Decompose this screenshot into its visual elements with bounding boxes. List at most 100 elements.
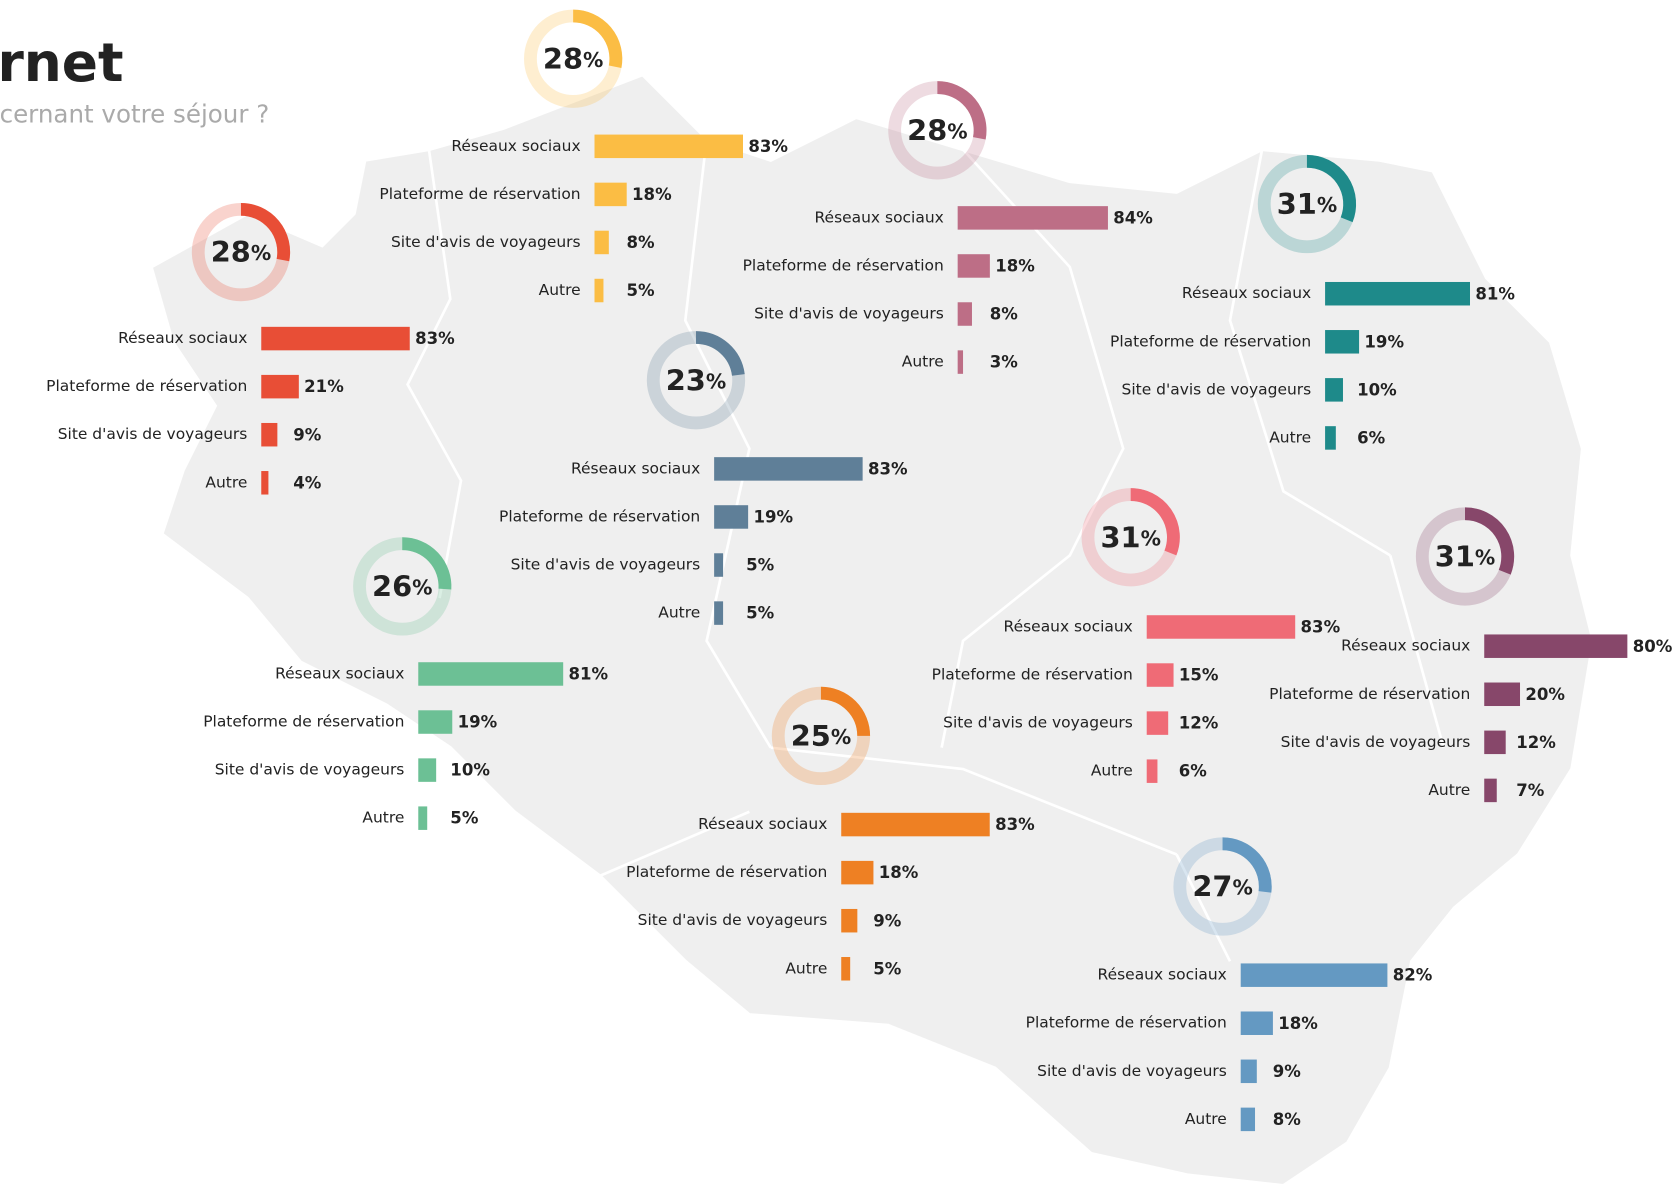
value-label: 18% bbox=[995, 257, 1035, 276]
value-label: 84% bbox=[1113, 208, 1153, 227]
donut-unit: % bbox=[583, 47, 603, 71]
bar bbox=[594, 230, 609, 255]
bar bbox=[1240, 963, 1388, 987]
bar bbox=[1240, 1011, 1273, 1035]
page-subtitle: cernant votre séjour ? bbox=[0, 99, 269, 128]
donut-label: 31% bbox=[1435, 540, 1495, 574]
bar bbox=[1484, 778, 1497, 803]
category-label: Réseaux sociaux bbox=[118, 329, 247, 347]
value-label: 9% bbox=[873, 911, 902, 930]
value-label: 5% bbox=[450, 809, 479, 828]
category-label: Plateforme de réservation bbox=[626, 863, 827, 881]
category-label: Site d'avis de voyageurs bbox=[1281, 733, 1471, 751]
bar bbox=[418, 806, 428, 830]
value-label: 18% bbox=[1278, 1014, 1318, 1033]
category-label: Site d'avis de voyageurs bbox=[638, 911, 828, 929]
value-label: 19% bbox=[458, 713, 498, 732]
category-label: Site d'avis de voyageurs bbox=[754, 305, 944, 323]
bar bbox=[261, 326, 410, 351]
bar bbox=[418, 758, 437, 782]
donut-value: 25 bbox=[791, 719, 831, 753]
value-label: 82% bbox=[1393, 966, 1433, 985]
category-label: Autre bbox=[1185, 1110, 1227, 1128]
value-label: 12% bbox=[1516, 733, 1556, 752]
category-label: Plateforme de réservation bbox=[1269, 685, 1470, 703]
category-label: Plateforme de réservation bbox=[379, 185, 580, 203]
bar bbox=[1325, 281, 1471, 306]
category-label: Plateforme de réservation bbox=[46, 377, 247, 395]
value-label: 81% bbox=[1475, 284, 1515, 303]
bar bbox=[957, 254, 990, 278]
bar bbox=[1484, 634, 1628, 658]
value-label: 18% bbox=[879, 863, 919, 882]
value-label: 80% bbox=[1633, 637, 1673, 656]
category-label: Réseaux sociaux bbox=[275, 664, 404, 682]
value-label: 83% bbox=[1301, 618, 1341, 637]
bar bbox=[957, 350, 964, 374]
category-label: Autre bbox=[205, 473, 247, 491]
donut-label: 31% bbox=[1277, 187, 1337, 221]
value-label: 83% bbox=[868, 459, 908, 478]
bar bbox=[261, 422, 278, 447]
value-label: 6% bbox=[1179, 762, 1208, 781]
bar bbox=[594, 134, 743, 159]
page-title: rnet bbox=[0, 31, 124, 94]
bar bbox=[1325, 378, 1343, 402]
category-label: Réseaux sociaux bbox=[1182, 284, 1311, 302]
bar bbox=[594, 278, 604, 303]
donut-value: 26 bbox=[372, 570, 412, 604]
value-label: 6% bbox=[1357, 428, 1386, 447]
category-label: Réseaux sociaux bbox=[1341, 637, 1470, 655]
category-label: Autre bbox=[1091, 762, 1133, 780]
category-label: Plateforme de réservation bbox=[499, 507, 700, 525]
bar bbox=[714, 553, 724, 577]
bar bbox=[418, 710, 453, 734]
bar bbox=[714, 457, 863, 481]
value-label: 9% bbox=[293, 425, 322, 444]
category-label: Réseaux sociaux bbox=[815, 208, 944, 226]
category-label: Site d'avis de voyageurs bbox=[1122, 380, 1312, 398]
donut-value: 23 bbox=[666, 363, 706, 397]
donut-label: 28% bbox=[211, 235, 271, 269]
bar bbox=[841, 957, 851, 981]
value-label: 10% bbox=[450, 761, 490, 780]
category-label: Plateforme de réservation bbox=[203, 713, 404, 731]
category-label: Site d'avis de voyageurs bbox=[1037, 1062, 1227, 1080]
value-label: 5% bbox=[746, 556, 775, 575]
bar bbox=[594, 182, 627, 207]
donut-value: 28 bbox=[211, 235, 251, 269]
donut-value: 31 bbox=[1435, 540, 1475, 574]
bar bbox=[714, 601, 724, 625]
donut-value: 31 bbox=[1277, 187, 1317, 221]
donut-arc bbox=[937, 81, 987, 140]
donut-arc bbox=[1306, 154, 1357, 223]
value-label: 83% bbox=[748, 137, 788, 156]
value-label: 8% bbox=[627, 233, 656, 252]
category-label: Réseaux sociaux bbox=[451, 137, 580, 155]
bar bbox=[1484, 682, 1521, 707]
value-label: 18% bbox=[632, 185, 672, 204]
donut-arc bbox=[572, 9, 623, 68]
value-label: 3% bbox=[990, 353, 1019, 372]
bar bbox=[1240, 1107, 1256, 1132]
category-label: Réseaux sociaux bbox=[571, 459, 700, 477]
donut-arc bbox=[1464, 507, 1515, 575]
donut-arc bbox=[240, 202, 291, 262]
donut-unit: % bbox=[1232, 875, 1252, 899]
donut-label: 28% bbox=[907, 113, 967, 147]
value-label: 15% bbox=[1179, 666, 1219, 685]
value-label: 5% bbox=[873, 959, 902, 978]
donut-unit: % bbox=[1317, 193, 1337, 217]
donut-label: 26% bbox=[372, 570, 432, 604]
category-label: Autre bbox=[1269, 428, 1311, 446]
bar bbox=[1146, 711, 1169, 735]
category-label: Autre bbox=[658, 604, 700, 622]
value-label: 5% bbox=[627, 281, 656, 300]
donut-label: 28% bbox=[543, 42, 603, 76]
value-label: 10% bbox=[1357, 380, 1397, 399]
donut-value: 27 bbox=[1192, 870, 1232, 904]
bar bbox=[1325, 330, 1360, 354]
donut-arc bbox=[401, 537, 452, 590]
bar bbox=[261, 374, 299, 399]
bar bbox=[1146, 615, 1296, 639]
